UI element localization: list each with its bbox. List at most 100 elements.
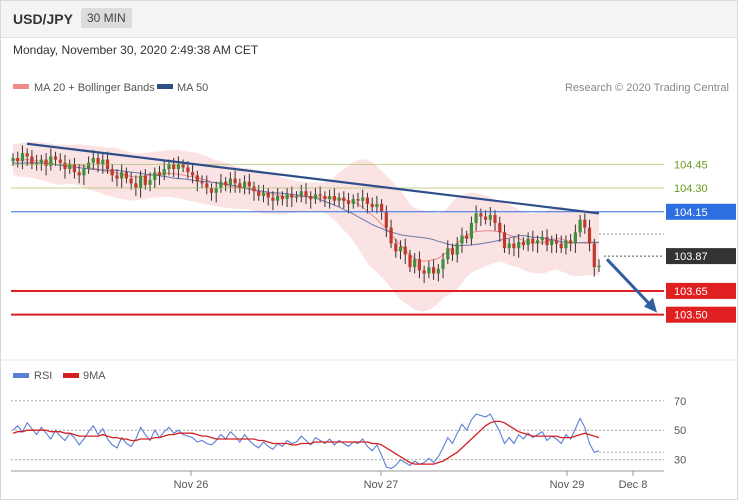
candle-body: [351, 199, 355, 204]
candle-body: [323, 196, 327, 200]
timestamp: Monday, November 30, 2020 2:49:38 AM CET: [13, 43, 259, 57]
candle-body: [20, 153, 25, 162]
candle-body: [493, 215, 497, 223]
rsi-legend-label: RSI: [34, 370, 52, 382]
candle-body: [559, 243, 563, 249]
candle-body: [554, 240, 559, 244]
candle-body: [58, 159, 62, 163]
level-label: 104.30: [674, 183, 708, 195]
candle-body: [243, 181, 247, 188]
candle-body: [432, 267, 436, 274]
bollinger-band: [13, 142, 599, 312]
candle-body: [465, 235, 469, 239]
candle-body: [16, 158, 20, 162]
candle-body: [328, 196, 332, 200]
rsi-9ma-line: [12, 420, 600, 465]
rsi-line: [12, 413, 600, 470]
candle-body: [294, 196, 299, 198]
candle-body: [517, 241, 521, 249]
rsi-legend-swatch: [13, 373, 29, 378]
candle-body: [77, 172, 81, 176]
candle-body: [394, 243, 398, 252]
ma20-legend-swatch: [13, 84, 29, 89]
candle-body: [44, 159, 48, 166]
candle-body: [587, 227, 592, 244]
candle-body: [205, 183, 209, 188]
candle-body: [318, 194, 322, 196]
candle-body: [550, 240, 554, 245]
candle-body: [469, 222, 473, 239]
candle-body: [68, 164, 72, 169]
candle-body: [512, 243, 516, 249]
candle-body: [11, 158, 15, 162]
level-label: 103.87: [674, 251, 708, 263]
candle-body: [276, 196, 280, 201]
level-label: 104.15: [674, 207, 708, 219]
candle-body: [441, 259, 445, 269]
candle-body: [143, 175, 147, 185]
level-label: 103.50: [674, 310, 708, 322]
candle-body: [87, 162, 91, 169]
candle-body: [564, 240, 568, 249]
candle-body: [124, 172, 128, 179]
candle-body: [176, 164, 180, 169]
x-tick-label: Nov 27: [364, 479, 399, 491]
candle-body: [446, 248, 450, 260]
rsi-tick-label: 30: [674, 455, 686, 467]
candle-body: [460, 235, 464, 244]
candle-body: [72, 164, 76, 173]
candle-body: [120, 172, 124, 179]
candle-body: [389, 227, 393, 244]
candle-body: [375, 203, 379, 208]
candle-body: [195, 175, 199, 182]
candle-body: [398, 246, 403, 252]
candle-body: [521, 241, 525, 246]
candle-body: [280, 196, 284, 200]
candle-body: [209, 188, 214, 193]
candle-body: [573, 232, 577, 244]
candle-body: [134, 183, 138, 188]
candle-body: [479, 213, 483, 217]
candle-body: [39, 159, 43, 163]
candle-body: [569, 240, 573, 244]
candle-body: [531, 238, 535, 244]
level-badge: [666, 306, 736, 323]
level-badge: [666, 282, 736, 299]
projection-arrow-shaft: [605, 258, 655, 309]
level-label: 104.45: [674, 159, 708, 171]
candle-body: [153, 172, 157, 181]
trendline: [26, 142, 600, 215]
candle-body: [25, 153, 29, 157]
candle-body: [526, 238, 530, 245]
candle-body: [53, 156, 58, 160]
candle-body: [545, 237, 549, 245]
level-badge: [666, 203, 736, 220]
candle-body: [361, 197, 365, 201]
candle-body: [266, 192, 270, 198]
candle-body: [422, 270, 426, 274]
candle-body: [167, 164, 171, 169]
candle-body: [488, 215, 492, 220]
candle-body: [455, 243, 459, 255]
candle-body: [507, 243, 511, 249]
candle-body: [115, 175, 119, 179]
candle-body: [96, 158, 100, 165]
candle-body: [474, 213, 478, 223]
candle-body: [413, 259, 417, 268]
symbol-label: USD/JPY: [13, 11, 73, 27]
projection-arrow-head: [644, 297, 657, 313]
rsi-tick-label: 70: [674, 396, 686, 408]
candle-body: [82, 169, 86, 176]
x-tick-label: Nov 26: [174, 479, 209, 491]
candle-body: [403, 246, 407, 255]
candle-body: [498, 222, 502, 233]
candle-body: [290, 194, 294, 198]
level-label: 103.65: [674, 286, 708, 298]
candle-body: [540, 237, 544, 241]
candle-body: [157, 172, 162, 176]
interval-badge[interactable]: 30 MIN: [81, 8, 132, 28]
candle-body: [578, 219, 582, 233]
candle-body: [408, 254, 412, 268]
candle-body: [172, 164, 176, 169]
